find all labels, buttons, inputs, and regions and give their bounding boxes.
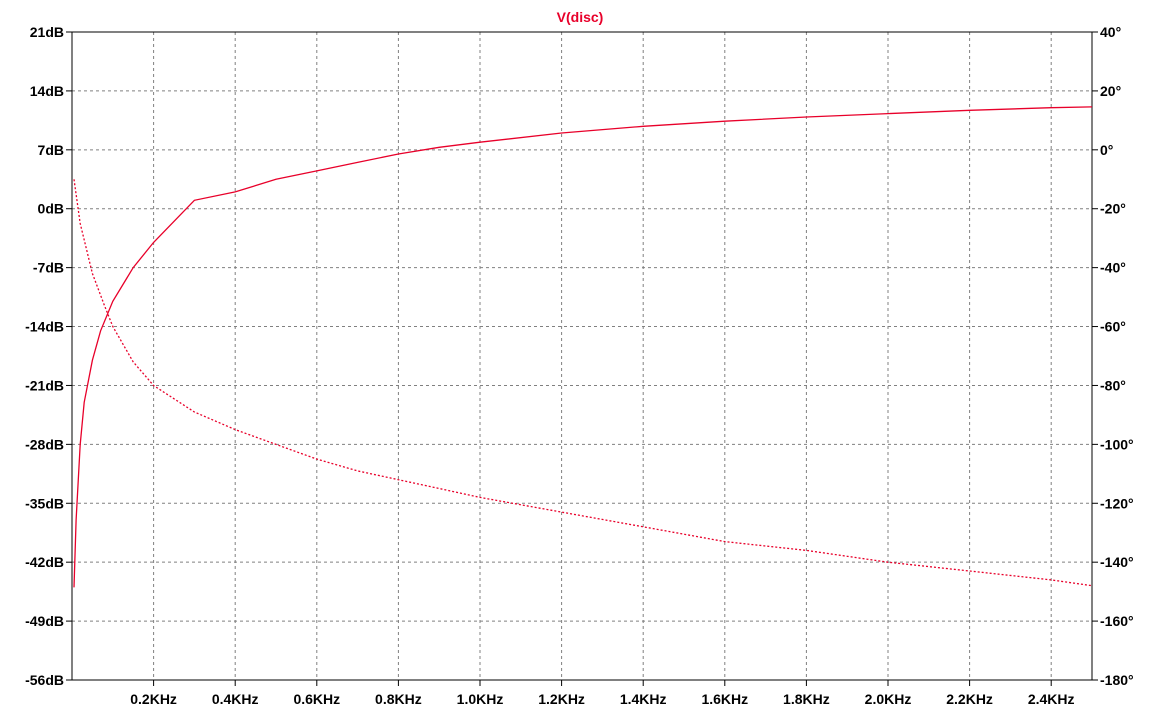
- grid: [72, 32, 1092, 680]
- left-tick-label: -56dB: [25, 672, 64, 688]
- right-axis: 40° 20° 0° -20° -40° -60° -80° -100° -120° -140° -…: [1092, 24, 1134, 688]
- right-tick-label: -180°: [1100, 672, 1134, 688]
- x-tick-label: 0.8KHz: [375, 691, 422, 707]
- left-tick-label: -21dB: [25, 377, 64, 393]
- right-tick-label: -120°: [1100, 495, 1134, 511]
- left-tick-label: 14dB: [30, 83, 64, 99]
- left-tick-label: -7dB: [33, 260, 64, 276]
- right-tick-label: -80°: [1100, 377, 1126, 393]
- left-tick-label: 7dB: [38, 142, 64, 158]
- left-tick-label: 0dB: [38, 201, 64, 217]
- right-tick-label: -100°: [1100, 436, 1134, 452]
- x-tick-label: 1.0KHz: [457, 691, 504, 707]
- x-tick-label: 0.2KHz: [130, 691, 177, 707]
- right-tick-label: 40°: [1100, 24, 1121, 40]
- right-tick-label: -60°: [1100, 319, 1126, 335]
- x-tick-label: 2.0KHz: [865, 691, 912, 707]
- left-tick-label: -14dB: [25, 319, 64, 335]
- right-tick-label: -140°: [1100, 554, 1134, 570]
- x-tick-label: 1.4KHz: [620, 691, 667, 707]
- right-tick-label: -40°: [1100, 260, 1126, 276]
- right-tick-label: 0°: [1100, 142, 1113, 158]
- x-tick-label: 2.4KHz: [1028, 691, 1075, 707]
- x-tick-label: 2.2KHz: [946, 691, 993, 707]
- left-tick-label: -49dB: [25, 613, 64, 629]
- x-tick-label: 0.4KHz: [212, 691, 259, 707]
- right-tick-label: -160°: [1100, 613, 1134, 629]
- left-tick-label: -42dB: [25, 554, 64, 570]
- x-tick-label: 1.2KHz: [538, 691, 585, 707]
- series-group: [73, 106, 1093, 588]
- left-tick-label: 21dB: [30, 24, 64, 40]
- x-axis: 0.2KHz 0.4KHz 0.6KHz 0.8KHz 1.0KHz 1.2KHz 1.4K…: [130, 680, 1075, 707]
- x-tick-label: 0.6KHz: [293, 691, 340, 707]
- left-tick-label: -35dB: [25, 495, 64, 511]
- chart-title: V(disc): [557, 9, 604, 25]
- x-tick-label: 1.8KHz: [783, 691, 830, 707]
- phase-series-line: [73, 179, 1093, 587]
- magnitude-series-line: [73, 106, 1093, 588]
- left-axis: 21dB 14dB 7dB 0dB -7dB -14dB -21dB -28dB -35dB -4…: [25, 24, 72, 688]
- plot-frame: [71, 31, 1093, 681]
- x-tick-label: 1.6KHz: [701, 691, 748, 707]
- right-tick-label: 20°: [1100, 83, 1121, 99]
- left-tick-label: -28dB: [25, 436, 64, 452]
- right-tick-label: -20°: [1100, 201, 1126, 217]
